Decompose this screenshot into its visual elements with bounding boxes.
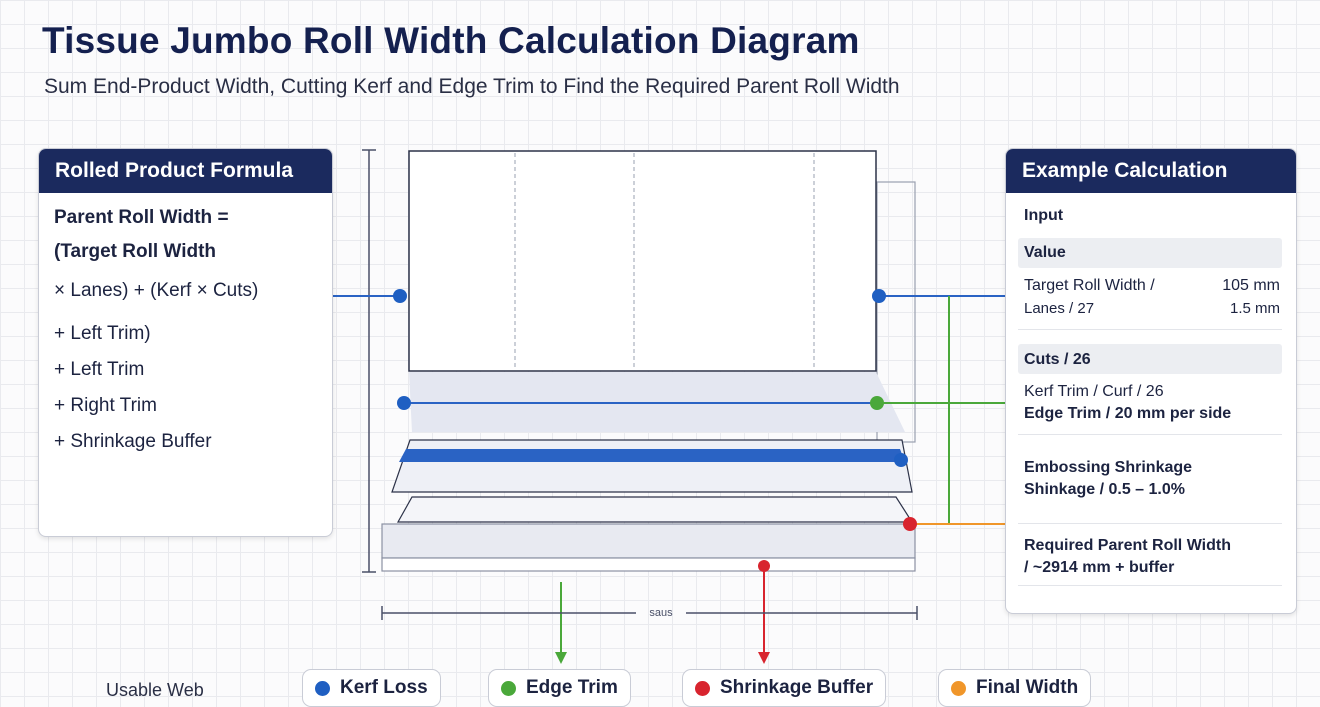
cuts-band <box>1018 344 1282 374</box>
value-header-band <box>1018 238 1282 268</box>
edge-trim-point <box>870 396 884 410</box>
legend-shrinkage-buffer: Shrinkage Buffer <box>682 669 887 707</box>
edge-trim-dot-icon <box>501 680 516 696</box>
formula-panel-title: Rolled Product Formula <box>39 149 332 193</box>
edge-trim-arrow-head <box>555 652 567 664</box>
final-width-dot-icon <box>951 680 966 696</box>
legend-label: Shrinkage Buffer <box>720 677 874 698</box>
row-separator <box>1018 523 1282 524</box>
input-label: Input <box>1024 207 1064 224</box>
lower-sheet <box>396 496 914 523</box>
required-width-value: / ~2914 mm + buffer <box>1024 559 1175 576</box>
kerf-band-point <box>894 453 908 467</box>
shrinkage-range-line: Shinkage / 0.5 – 1.0% <box>1024 481 1185 498</box>
value-label: Value <box>1024 244 1066 261</box>
final-width-point <box>903 517 917 531</box>
width-point <box>872 289 886 303</box>
formula-line: + Shrinkage Buffer <box>54 431 212 452</box>
embossing-shrinkage-line: Embossing Shrinkage <box>1024 459 1193 476</box>
kerf-start-point <box>397 396 411 410</box>
shrinkage-buffer-dot-icon <box>695 680 710 696</box>
row-separator <box>1018 585 1282 586</box>
lanes-value: 1.5 mm <box>1229 300 1280 317</box>
legend-label: Final Width <box>976 677 1079 698</box>
shrinkage-arrow-head <box>758 652 770 664</box>
required-width-line: Required Parent Roll Width <box>1024 537 1231 554</box>
legend-label: Edge Trim <box>526 677 618 698</box>
formula-line: Parent Roll Width = <box>54 207 229 228</box>
kerf-trim-line: Kerf Trim / Curf / 26 <box>1024 383 1164 400</box>
kerf-loss-dot-icon <box>315 680 330 696</box>
formula-line: + Right Trim <box>54 395 157 416</box>
edge-trim-line: Edge Trim / 20 mm per side <box>1024 405 1232 422</box>
row-separator <box>1018 329 1282 330</box>
cuts-label: Cuts / 26 <box>1024 351 1091 368</box>
roll-face <box>408 150 877 372</box>
usable-web-base <box>381 523 916 559</box>
lanes-label: Lanes / 27 <box>1024 300 1095 317</box>
legend-edge-trim: Edge Trim <box>488 669 631 707</box>
example-panel-title: Example Calculation <box>1006 149 1296 193</box>
formula-panel: Rolled Product Formula Parent Roll Width… <box>38 148 333 537</box>
legend-kerf-loss: Kerf Loss <box>302 669 441 707</box>
legend-final-width: Final Width <box>938 669 1092 707</box>
formula-line: (Target Roll Width <box>54 241 217 262</box>
example-panel: Example Calculation Input Value Target R… <box>1005 148 1297 614</box>
formula-line: × Lanes) + (Kerf × Cuts) <box>54 280 259 301</box>
target-roll-width-value: 105 mm <box>1222 277 1280 294</box>
formula-line: + Left Trim <box>54 359 145 380</box>
edge-trim-layer <box>391 439 913 493</box>
row-separator <box>1018 434 1282 435</box>
kerf-loss-band <box>399 449 905 462</box>
page-subtitle: Sum End-Product Width, Cutting Kerf and … <box>44 75 900 98</box>
usable-web-label: Usable Web <box>106 680 204 700</box>
page-title: Tissue Jumbo Roll Width Calculation Diag… <box>42 20 860 61</box>
width-dimension-label: saus <box>649 607 673 619</box>
formula-line: + Left Trim) <box>54 323 151 344</box>
target-roll-width-label: Target Roll Width / <box>1024 277 1155 294</box>
usable-web-base-edge <box>381 557 916 572</box>
legend-label: Kerf Loss <box>340 677 428 698</box>
formula-point <box>393 289 407 303</box>
